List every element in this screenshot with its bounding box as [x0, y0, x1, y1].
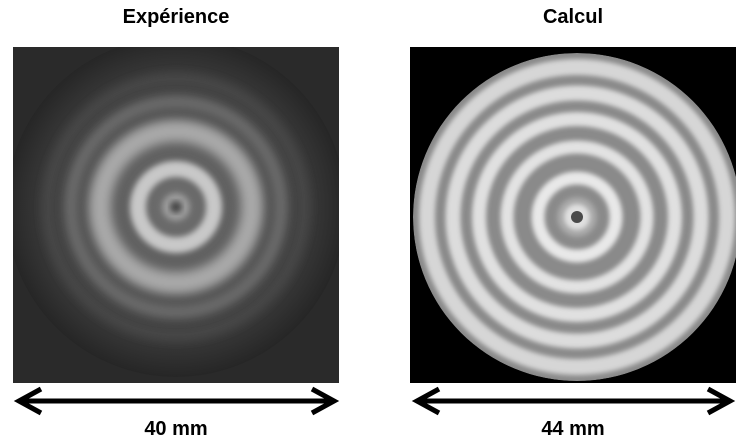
calculation-scale-arrow: [411, 386, 736, 416]
calculation-ring-svg: [410, 47, 736, 383]
experiment-scale-arrow: [13, 386, 340, 416]
experiment-ring-svg: [13, 47, 339, 383]
experiment-ring-image: [13, 47, 339, 383]
calculation-ring-image: [410, 47, 736, 383]
experiment-title: Expérience: [122, 6, 230, 28]
calculation-title: Calcul: [542, 6, 604, 28]
calculation-scale-label: 44 mm: [541, 418, 605, 440]
experiment-scale-label: 40 mm: [144, 418, 208, 440]
